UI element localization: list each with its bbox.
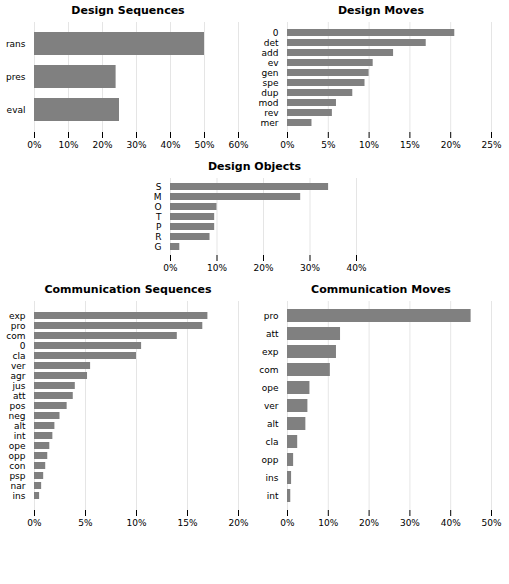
svg-text:0: 0 — [273, 28, 279, 38]
svg-text:spe: spe — [263, 78, 279, 88]
svg-text:15%: 15% — [400, 140, 420, 150]
svg-text:alt: alt — [14, 421, 26, 431]
svg-text:eval: eval — [7, 105, 26, 115]
svg-text:ev: ev — [268, 58, 280, 68]
svg-text:40%: 40% — [160, 140, 180, 150]
svg-text:ins: ins — [266, 473, 279, 483]
svg-text:mer: mer — [260, 118, 278, 128]
svg-text:att: att — [13, 391, 26, 401]
svg-text:5%: 5% — [321, 140, 336, 150]
svg-text:com: com — [6, 331, 25, 341]
svg-text:alt: alt — [267, 419, 279, 429]
svg-text:cla: cla — [266, 437, 279, 447]
svg-text:10%: 10% — [126, 518, 146, 528]
svg-text:G: G — [154, 242, 161, 252]
svg-text:10%: 10% — [58, 140, 78, 150]
svg-text:25%: 25% — [481, 140, 501, 150]
html-text:Design Sequences: Design Sequences — [71, 4, 185, 17]
svg-text:30%: 30% — [299, 263, 319, 273]
svg-text:O: O — [154, 202, 161, 212]
svg-text:20%: 20% — [228, 518, 248, 528]
svg-text:S: S — [155, 182, 161, 192]
svg-text:20%: 20% — [441, 140, 461, 150]
svg-text:con: con — [9, 461, 25, 471]
svg-text:rans: rans — [6, 39, 26, 49]
svg-text:add: add — [262, 48, 279, 58]
svg-text:pres: pres — [6, 72, 26, 82]
svg-text:ins: ins — [13, 491, 26, 501]
svg-text:50%: 50% — [481, 518, 501, 528]
svg-text:pro: pro — [11, 321, 26, 331]
svg-text:exp: exp — [262, 347, 279, 357]
svg-text:dup: dup — [261, 88, 278, 98]
svg-text:ver: ver — [11, 361, 26, 371]
svg-text:exp: exp — [9, 311, 26, 321]
svg-text:0%: 0% — [280, 518, 295, 528]
svg-text:10%: 10% — [318, 518, 338, 528]
svg-text:int: int — [267, 491, 279, 501]
svg-text:20%: 20% — [359, 518, 379, 528]
svg-text:P: P — [156, 222, 162, 232]
html-text:Communication Sequences: Communication Sequences — [44, 283, 212, 296]
svg-text:gen: gen — [262, 68, 279, 78]
svg-text:att: att — [266, 329, 279, 339]
svg-text:mod: mod — [259, 98, 279, 108]
svg-text:com: com — [259, 365, 278, 375]
svg-text:T: T — [155, 212, 162, 222]
svg-text:30%: 30% — [126, 140, 146, 150]
html-text:Design Objects: Design Objects — [207, 160, 302, 173]
svg-text:10%: 10% — [359, 140, 379, 150]
svg-text:20%: 20% — [253, 263, 273, 273]
svg-text:15%: 15% — [177, 518, 197, 528]
svg-text:10%: 10% — [206, 263, 226, 273]
svg-text:ope: ope — [9, 441, 26, 451]
svg-text:neg: neg — [9, 411, 26, 421]
svg-text:0%: 0% — [280, 140, 295, 150]
svg-text:ope: ope — [262, 383, 279, 393]
svg-text:pro: pro — [264, 311, 279, 321]
html-text:Design Moves: Design Moves — [337, 4, 425, 17]
svg-text:40%: 40% — [441, 518, 461, 528]
svg-text:pos: pos — [10, 401, 26, 411]
svg-text:rev: rev — [264, 108, 279, 118]
svg-text:30%: 30% — [400, 518, 420, 528]
svg-text:0%: 0% — [27, 140, 42, 150]
svg-text:opp: opp — [262, 455, 279, 465]
svg-text:psp: psp — [9, 471, 25, 481]
svg-text:0%: 0% — [163, 263, 178, 273]
svg-text:agr: agr — [11, 371, 26, 381]
svg-text:60%: 60% — [228, 140, 248, 150]
svg-text:40%: 40% — [346, 263, 366, 273]
svg-text:jus: jus — [12, 381, 26, 391]
svg-text:M: M — [153, 192, 161, 202]
svg-text:5%: 5% — [78, 518, 93, 528]
svg-text:opp: opp — [9, 451, 26, 461]
svg-text:nar: nar — [11, 481, 26, 491]
svg-text:ver: ver — [264, 401, 279, 411]
svg-text:det: det — [264, 38, 279, 48]
svg-text:cla: cla — [13, 351, 26, 361]
svg-text:R: R — [155, 232, 161, 242]
svg-text:20%: 20% — [92, 140, 112, 150]
svg-text:int: int — [14, 431, 26, 441]
svg-text:0: 0 — [20, 341, 26, 351]
svg-text:0%: 0% — [27, 518, 42, 528]
svg-text:50%: 50% — [194, 140, 214, 150]
html-text:Communication Moves: Communication Moves — [311, 283, 451, 296]
